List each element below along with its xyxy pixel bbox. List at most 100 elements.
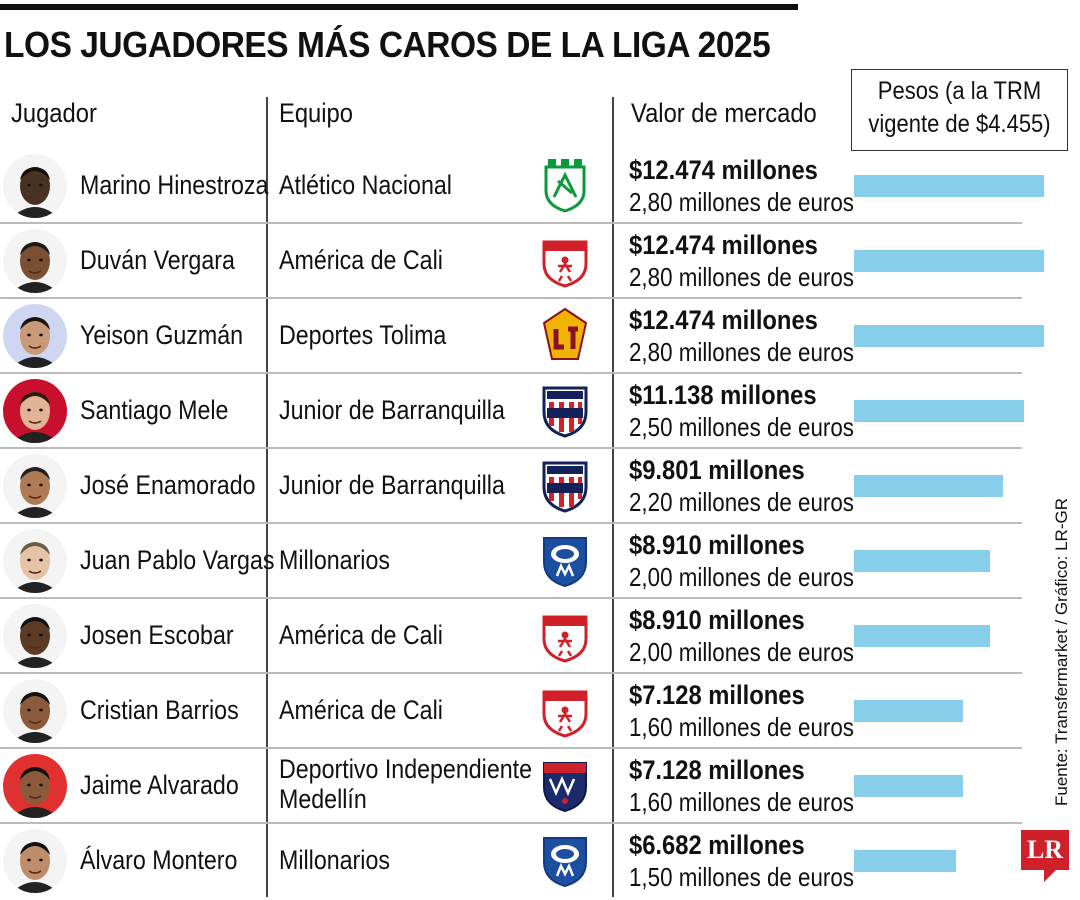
player-name: Santiago Mele xyxy=(80,395,229,425)
team-name-line: Junior de Barranquilla xyxy=(279,395,505,425)
player-name: Jaime Alvarado xyxy=(80,770,239,800)
value-bar xyxy=(854,400,1024,422)
value-pesos: $8.910 millones xyxy=(629,530,805,560)
team-name: América de Cali xyxy=(279,245,443,275)
team-name: Junior de Barranquilla xyxy=(279,470,505,500)
row-divider xyxy=(0,597,1022,599)
tolima-crest-icon xyxy=(540,307,590,363)
value-pesos: $8.910 millones xyxy=(629,605,805,635)
top-rule xyxy=(0,4,798,10)
value-pesos: $7.128 millones xyxy=(629,680,805,710)
column-divider-1 xyxy=(266,97,268,897)
team-name-line: Medellín xyxy=(279,784,367,814)
value-euros: 2,80 millones de euros xyxy=(629,262,854,292)
team-name-line: Millonarios xyxy=(279,545,390,575)
team-name-line: América de Cali xyxy=(279,245,443,275)
table-row: Jaime Alvarado Deportivo Independiente Med… xyxy=(0,748,1080,823)
table-row: Santiago Mele Junior de Barranquilla $11.1… xyxy=(0,373,1080,448)
junior-crest-icon xyxy=(540,382,590,438)
team-name: Millonarios xyxy=(279,545,390,575)
team-name-line: América de Cali xyxy=(279,695,443,725)
player-photo xyxy=(3,604,67,668)
table-row: Yeison Guzmán Deportes Tolima $12.474 mill… xyxy=(0,298,1080,373)
header-equipo: Equipo xyxy=(279,98,353,128)
america-crest-icon xyxy=(540,682,590,738)
value-euros: 2,20 millones de euros xyxy=(629,487,854,517)
america-crest-icon xyxy=(540,232,590,288)
value-bar xyxy=(854,475,1003,497)
value-bar xyxy=(854,625,990,647)
value-euros: 2,80 millones de euros xyxy=(629,187,854,217)
value-pesos: $12.474 millones xyxy=(629,155,818,185)
chart-title: LOS JUGADORES MÁS CAROS DE LA LIGA 2025 xyxy=(4,24,771,65)
table-row: Josen Escobar América de Cali $8.910 millo… xyxy=(0,598,1080,673)
value-euros: 1,60 millones de euros xyxy=(629,787,854,817)
team-name-line: Deportivo Independiente xyxy=(279,754,533,784)
lr-logo-text: LR xyxy=(1026,835,1064,864)
row-divider xyxy=(0,372,1022,374)
row-divider xyxy=(0,822,1022,824)
legend-line-1: Pesos (a la TRM xyxy=(877,77,1042,105)
value-bar xyxy=(854,775,963,797)
lr-logo-tail xyxy=(1044,868,1058,882)
value-bar xyxy=(854,250,1044,272)
value-bar xyxy=(854,850,956,872)
medellin-crest-icon xyxy=(540,757,590,813)
team-name: América de Cali xyxy=(279,620,443,650)
value-pesos: $9.801 millones xyxy=(629,455,805,485)
value-bar xyxy=(854,700,963,722)
america-crest-icon xyxy=(540,607,590,663)
player-name: Duván Vergara xyxy=(80,245,235,275)
lr-logo: LR xyxy=(1021,830,1069,870)
player-name: Cristian Barrios xyxy=(80,695,239,725)
value-pesos: $6.682 millones xyxy=(629,830,805,860)
value-euros: 2,50 millones de euros xyxy=(629,412,854,442)
value-pesos: $12.474 millones xyxy=(629,305,818,335)
row-divider xyxy=(0,222,1022,224)
row-divider xyxy=(0,447,1022,449)
row-divider xyxy=(0,747,1022,749)
value-bar xyxy=(854,550,990,572)
value-euros: 2,80 millones de euros xyxy=(629,337,854,367)
team-name: Junior de Barranquilla xyxy=(279,395,505,425)
bar-legend: Pesos (a la TRM vigente de $4.455) xyxy=(851,69,1068,151)
player-photo xyxy=(3,529,67,593)
value-pesos: $12.474 millones xyxy=(629,230,818,260)
team-name: Deportes Tolima xyxy=(279,320,446,350)
player-photo xyxy=(3,379,67,443)
player-photo xyxy=(3,454,67,518)
player-name: Álvaro Montero xyxy=(80,845,238,875)
legend-line-2: vigente de $4.455) xyxy=(868,110,1051,138)
team-name: América de Cali xyxy=(279,695,443,725)
millonarios-crest-icon xyxy=(540,532,590,588)
player-name: Marino Hinestroza xyxy=(80,170,269,200)
source-note: Fuente: Transfermarket / Gráfico: LR-GR xyxy=(1052,498,1071,806)
header-valor: Valor de mercado xyxy=(631,98,817,128)
player-photo xyxy=(3,229,67,293)
table-row: Álvaro Montero Millonarios $6.682 millones… xyxy=(0,823,1080,898)
table-row: Cristian Barrios América de Cali $7.128 mi… xyxy=(0,673,1080,748)
row-divider xyxy=(0,297,1022,299)
player-name: Josen Escobar xyxy=(80,620,234,650)
header-jugador: Jugador xyxy=(11,98,97,128)
player-photo xyxy=(3,754,67,818)
junior-crest-icon xyxy=(540,457,590,513)
player-photo xyxy=(3,679,67,743)
value-pesos: $7.128 millones xyxy=(629,755,805,785)
team-name: Millonarios xyxy=(279,845,390,875)
nacional-crest-icon xyxy=(540,157,590,213)
value-euros: 2,00 millones de euros xyxy=(629,637,854,667)
team-name-line: Millonarios xyxy=(279,845,390,875)
team-name-line: Atlético Nacional xyxy=(279,170,452,200)
team-name-line: Junior de Barranquilla xyxy=(279,470,505,500)
team-name: Deportivo Independiente Medellín xyxy=(279,754,532,814)
table-row: José Enamorado Junior de Barranquilla $9.8… xyxy=(0,448,1080,523)
value-euros: 2,00 millones de euros xyxy=(629,562,854,592)
team-name-line: América de Cali xyxy=(279,620,443,650)
millonarios-crest-icon xyxy=(540,832,590,888)
row-divider xyxy=(0,522,1022,524)
value-bar xyxy=(854,325,1044,347)
value-bar xyxy=(854,175,1044,197)
value-euros: 1,50 millones de euros xyxy=(629,862,854,892)
column-divider-2 xyxy=(612,97,614,897)
